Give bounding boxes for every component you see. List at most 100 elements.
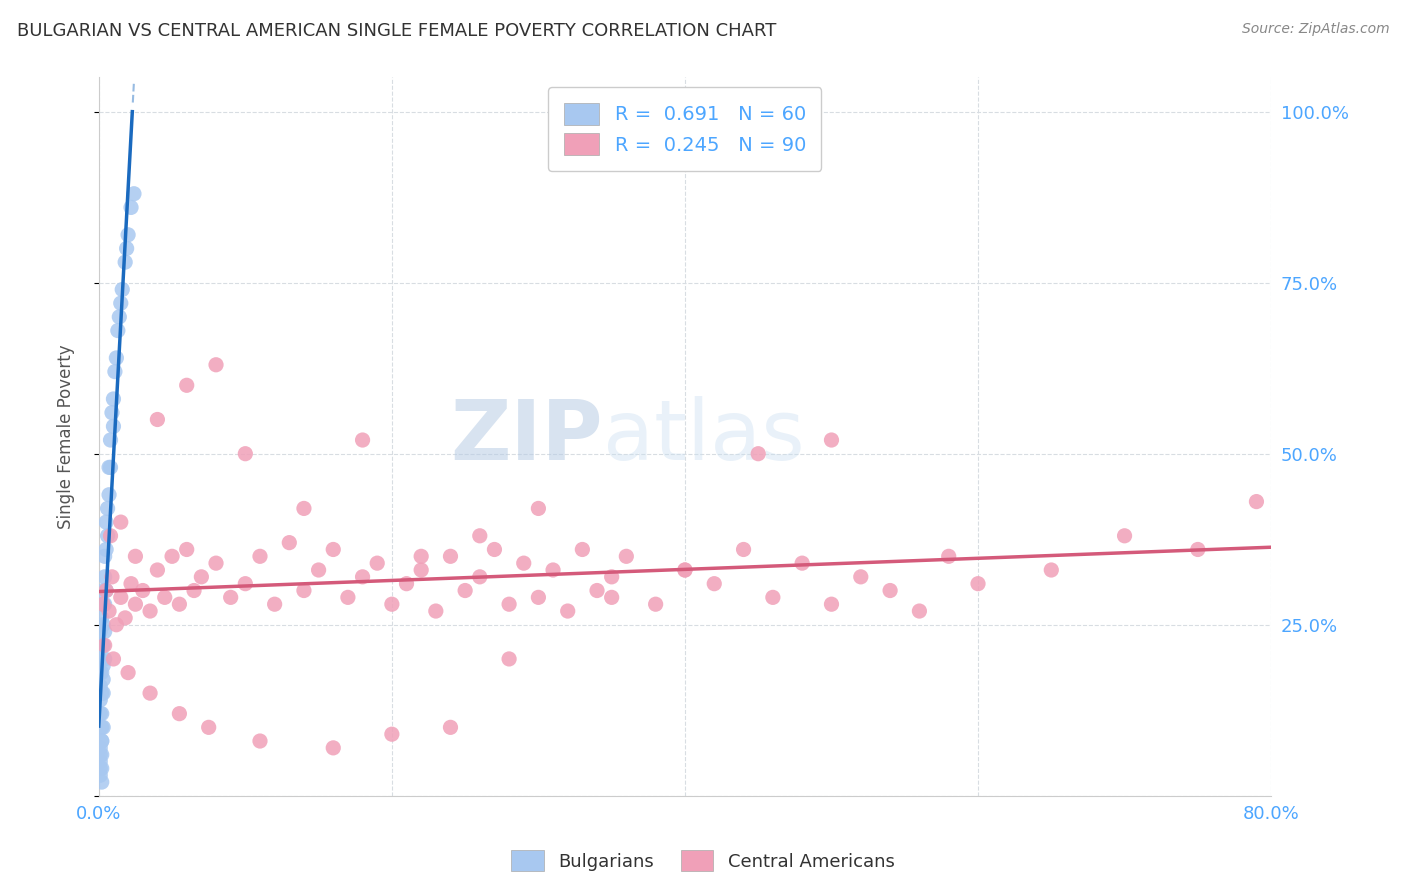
Point — [820, 433, 842, 447]
Point — [91, 617, 114, 632]
Point — [233, 447, 256, 461]
Point — [110, 591, 132, 605]
Point — [1040, 563, 1063, 577]
Text: ZIP: ZIP — [450, 396, 603, 477]
Point — [89, 761, 111, 775]
Point — [352, 570, 374, 584]
Point — [967, 576, 990, 591]
Point — [1187, 542, 1209, 557]
Point — [557, 604, 579, 618]
Point — [484, 542, 506, 557]
Point — [93, 652, 115, 666]
Point — [90, 686, 112, 700]
Point — [366, 556, 388, 570]
Point — [468, 529, 491, 543]
Point — [124, 549, 146, 564]
Point — [176, 542, 198, 557]
Point — [89, 665, 111, 680]
Point — [132, 583, 155, 598]
Point — [468, 570, 491, 584]
Point — [292, 583, 315, 598]
Point — [93, 597, 115, 611]
Point — [93, 570, 115, 584]
Point — [90, 734, 112, 748]
Text: atlas: atlas — [603, 396, 804, 477]
Point — [100, 460, 122, 475]
Point — [90, 706, 112, 721]
Point — [336, 591, 359, 605]
Point — [91, 597, 114, 611]
Point — [90, 597, 112, 611]
Point — [89, 740, 111, 755]
Point — [169, 706, 191, 721]
Point — [89, 747, 111, 762]
Point — [117, 227, 139, 242]
Point — [90, 747, 112, 762]
Point — [91, 686, 114, 700]
Point — [89, 755, 111, 769]
Point — [117, 665, 139, 680]
Point — [91, 673, 114, 687]
Point — [233, 576, 256, 591]
Point — [733, 542, 755, 557]
Y-axis label: Single Female Poverty: Single Female Poverty — [58, 344, 75, 529]
Point — [219, 591, 242, 605]
Point — [100, 529, 122, 543]
Point — [395, 576, 418, 591]
Point — [425, 604, 447, 618]
Point — [747, 447, 769, 461]
Point — [820, 597, 842, 611]
Point — [101, 570, 124, 584]
Point — [103, 419, 125, 434]
Point — [600, 591, 623, 605]
Point — [249, 549, 271, 564]
Point — [673, 563, 696, 577]
Point — [89, 652, 111, 666]
Point — [114, 611, 136, 625]
Point — [169, 597, 191, 611]
Point — [1114, 529, 1136, 543]
Point — [89, 638, 111, 652]
Point — [94, 583, 117, 598]
Point — [197, 720, 219, 734]
Point — [600, 570, 623, 584]
Point — [122, 186, 145, 201]
Point — [352, 433, 374, 447]
Point — [498, 652, 520, 666]
Point — [146, 412, 169, 426]
Point — [94, 515, 117, 529]
Point — [762, 591, 785, 605]
Point — [139, 604, 162, 618]
Point — [908, 604, 931, 618]
Point — [104, 365, 127, 379]
Point — [94, 542, 117, 557]
Point — [160, 549, 183, 564]
Point — [90, 638, 112, 652]
Point — [93, 549, 115, 564]
Point — [879, 583, 901, 598]
Point — [94, 583, 117, 598]
Point — [183, 583, 205, 598]
Point — [673, 563, 696, 577]
Point — [110, 296, 132, 310]
Point — [381, 597, 404, 611]
Point — [120, 201, 142, 215]
Point — [93, 624, 115, 639]
Point — [105, 617, 128, 632]
Point — [103, 392, 125, 406]
Point — [110, 515, 132, 529]
Point — [90, 720, 112, 734]
Point — [90, 775, 112, 789]
Point — [89, 706, 111, 721]
Point — [105, 351, 128, 365]
Point — [278, 535, 301, 549]
Point — [111, 283, 134, 297]
Point — [98, 604, 121, 618]
Point — [115, 242, 138, 256]
Point — [205, 358, 228, 372]
Point — [176, 378, 198, 392]
Point — [703, 576, 725, 591]
Point — [190, 570, 212, 584]
Point — [153, 591, 176, 605]
Point — [263, 597, 285, 611]
